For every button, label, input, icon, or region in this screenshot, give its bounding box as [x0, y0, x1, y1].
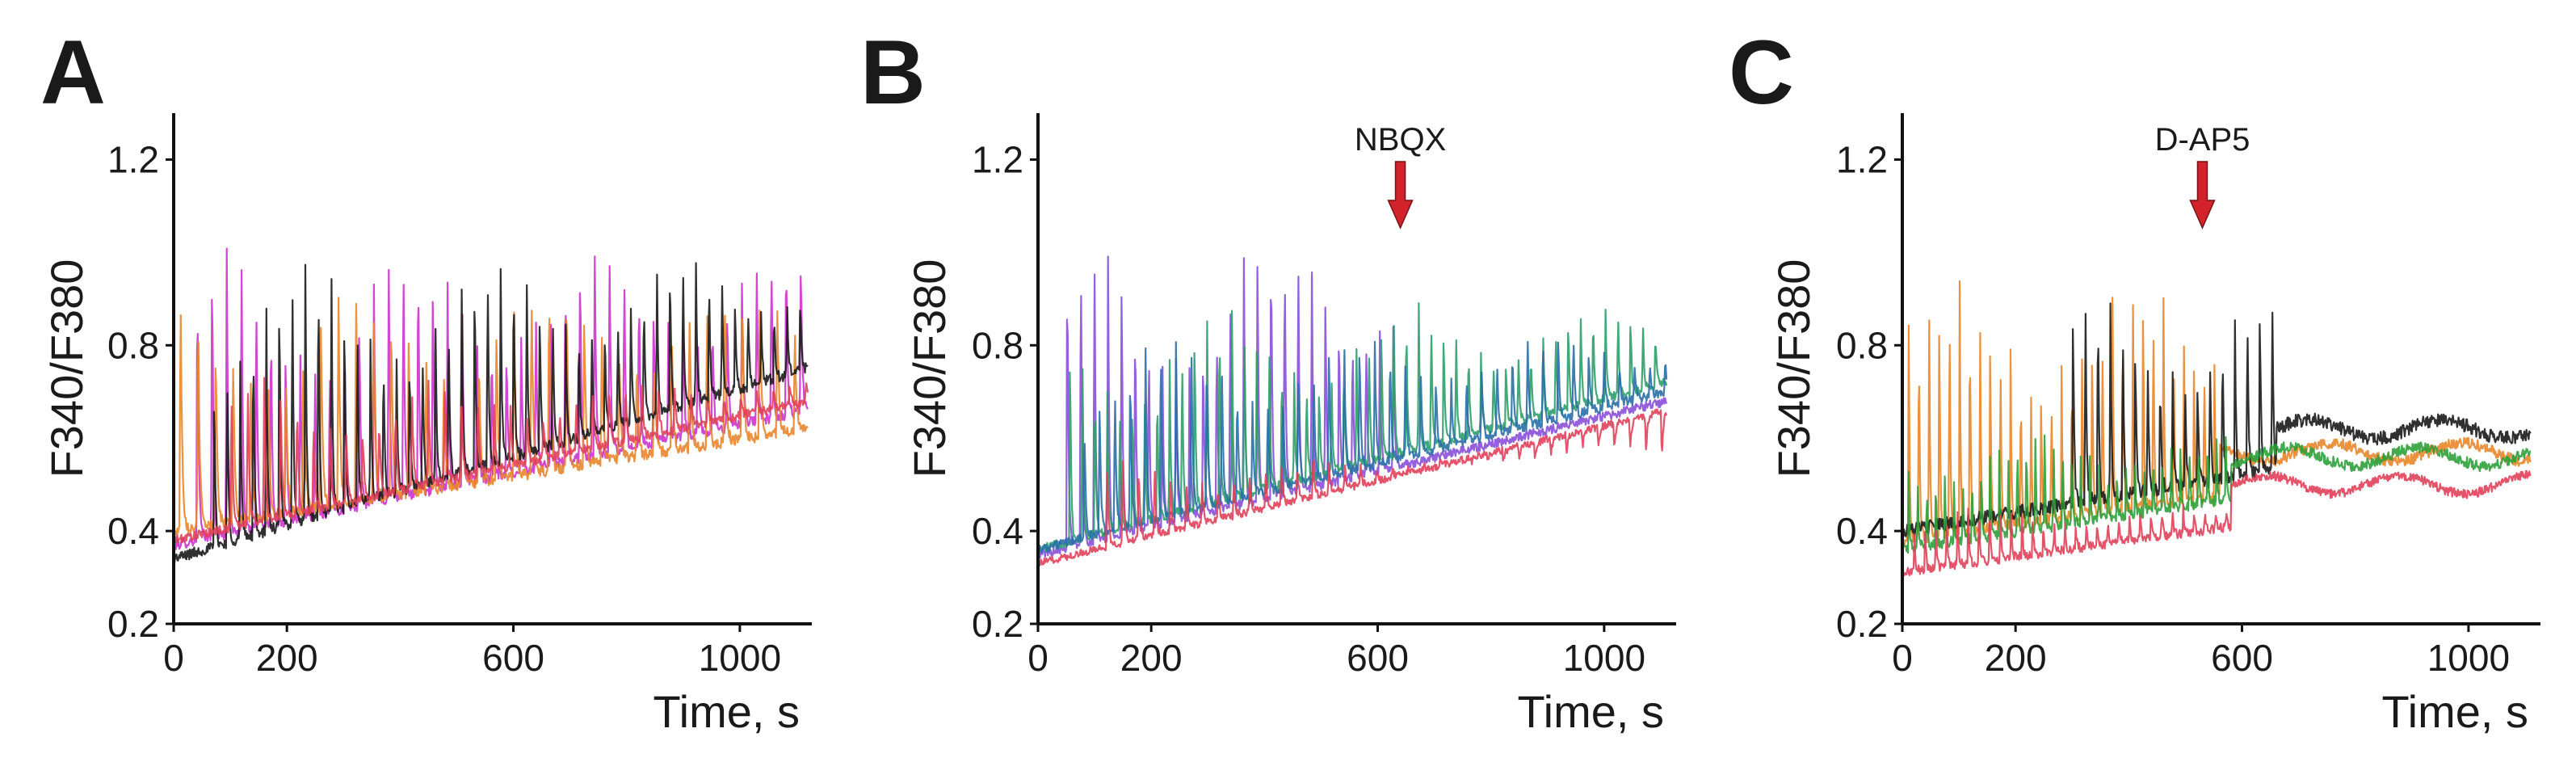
- x-axis-label: Time, s: [653, 686, 800, 737]
- x-tick-label: 200: [256, 637, 318, 679]
- y-tick-label: 0.4: [1836, 510, 1888, 552]
- y-tick-label: 0.4: [107, 510, 159, 552]
- y-tick-label: 0.2: [107, 603, 159, 645]
- x-tick-label: 200: [1985, 637, 2047, 679]
- tick-group: 0 200 600 1000 0.2 0.4 0.8 1.2: [107, 138, 781, 679]
- y-axis-label: F340/F380: [1768, 259, 1819, 478]
- series-line-3: [172, 262, 809, 565]
- series-line-3: [1036, 340, 1668, 554]
- tick-group: 0 200 600 1000 0.2 0.4 0.8 1.2: [1836, 138, 2510, 679]
- y-tick-label: 1.2: [1836, 138, 1888, 180]
- annotation-arrow: [1387, 161, 1414, 230]
- trace-group: [1901, 280, 2532, 577]
- y-axis-label: F340/F380: [904, 259, 955, 478]
- panel-b: B 0 200 600 1000 0.2 0.4 0.8 1.2 NBQX Time, s F…: [860, 22, 1676, 737]
- series-line-4: [1037, 408, 1668, 568]
- y-axis-label: F340/F380: [41, 259, 92, 478]
- x-tick-label: 0: [1892, 637, 1913, 679]
- annotation-group: D-AP5: [2155, 122, 2250, 230]
- panel-a: A 0 200 600 1000 0.2 0.4 0.8 1.2 Time, s F340/F…: [40, 22, 812, 737]
- y-tick-label: 0.2: [1836, 603, 1888, 645]
- series-line-4: [172, 377, 809, 545]
- annotation-group: NBQX: [1355, 122, 1446, 230]
- x-tick-label: 0: [1027, 637, 1048, 679]
- x-tick-label: 600: [482, 637, 544, 679]
- trace-group: [1036, 255, 1668, 568]
- series-line-3: [1902, 434, 2532, 554]
- y-tick-label: 0.8: [107, 324, 159, 366]
- panel-letter: A: [40, 22, 106, 123]
- series-line-2: [1901, 302, 2532, 537]
- y-tick-label: 1.2: [972, 138, 1023, 180]
- series-line-1: [1901, 280, 2532, 546]
- x-axis-label: Time, s: [1518, 686, 1664, 737]
- annotation-label: NBQX: [1355, 122, 1446, 158]
- series-line-4: [1901, 470, 2532, 577]
- y-tick-label: 0.4: [972, 510, 1023, 552]
- y-tick-label: 0.2: [972, 603, 1023, 645]
- trace-group: [172, 247, 809, 565]
- panel-letter: C: [1729, 22, 1794, 123]
- x-tick-label: 1000: [699, 637, 781, 679]
- tick-group: 0 200 600 1000 0.2 0.4 0.8 1.2: [972, 138, 1645, 679]
- x-tick-label: 1000: [2427, 637, 2510, 679]
- y-tick-label: 1.2: [107, 138, 159, 180]
- y-tick-label: 0.8: [972, 324, 1023, 366]
- x-tick-label: 600: [1347, 637, 1409, 679]
- annotation-label: D-AP5: [2155, 122, 2250, 158]
- panel-letter: B: [860, 22, 926, 123]
- annotation-arrow: [2189, 161, 2216, 230]
- x-tick-label: 0: [163, 637, 184, 679]
- x-tick-label: 1000: [1563, 637, 1645, 679]
- series-line-1: [1037, 255, 1668, 560]
- x-tick-label: 200: [1120, 637, 1183, 679]
- x-axis-label: Time, s: [2382, 686, 2528, 737]
- y-tick-label: 0.8: [1836, 324, 1888, 366]
- x-tick-label: 600: [2211, 637, 2273, 679]
